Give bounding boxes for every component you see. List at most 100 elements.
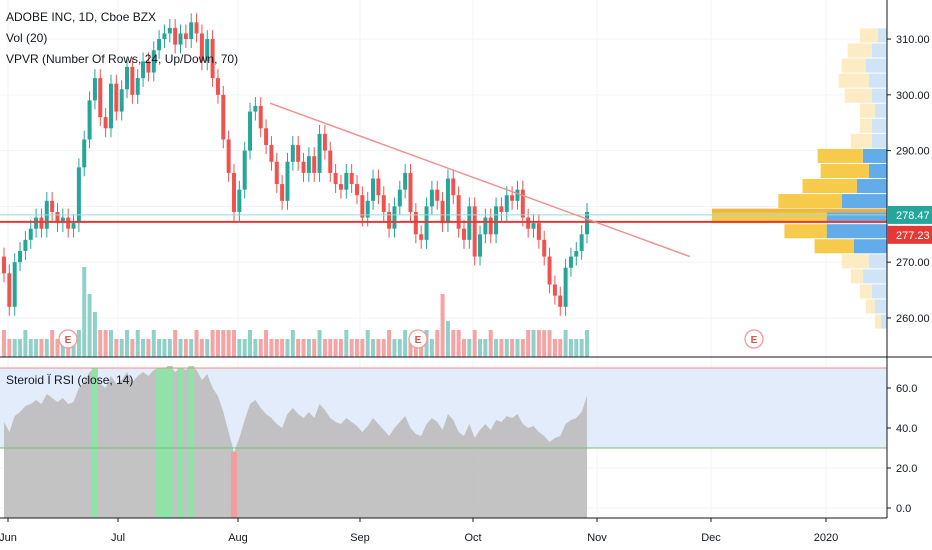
volume-bar (280, 339, 285, 357)
legend-vpvr[interactable]: VPVR (Number Of Rows, 24, Up/Down, 70) (6, 52, 239, 66)
candle-body (23, 239, 28, 252)
volume-bar (98, 330, 103, 357)
volume-bar (435, 330, 440, 357)
vp-down-bar (859, 28, 878, 43)
rsi-overbought-bar (166, 366, 173, 518)
vp-down-bar (850, 133, 872, 148)
vp-down-bar (859, 103, 875, 118)
candle-body (151, 50, 156, 73)
volume-bar (451, 330, 456, 357)
time-tick-label: Sep (350, 532, 370, 544)
candle-body (461, 228, 466, 240)
rsi-tick-label: 60.0 (896, 383, 917, 395)
price-tick-label: 310.00 (896, 34, 930, 46)
vp-up-bar (826, 224, 887, 239)
candle-body (189, 22, 194, 40)
candle-body (18, 251, 23, 263)
candle-body (290, 145, 295, 162)
vp-up-bar (871, 88, 887, 103)
volume-bar (510, 339, 515, 357)
rsi-tick-label: 40.0 (896, 423, 917, 435)
candle-body (183, 33, 188, 40)
time-tick-label: Dec (701, 532, 721, 544)
volume-bar (18, 339, 23, 357)
candle-body (387, 211, 392, 229)
last-price-tag (887, 205, 932, 224)
candle-body (355, 184, 360, 196)
volume-bar (248, 330, 253, 357)
vp-down-bar (850, 269, 863, 284)
vp-down-bar (847, 43, 872, 58)
vp-down-bar (841, 254, 869, 269)
volume-bar (82, 267, 87, 357)
last-price-label: 278.47 (896, 210, 930, 222)
volume-bar (34, 339, 39, 357)
candle-body (178, 33, 183, 45)
volume-bar (258, 339, 263, 357)
earnings-marker-label: E (65, 335, 72, 346)
volume-bar (445, 321, 450, 357)
candle-body (536, 223, 541, 240)
volume-bar (269, 339, 274, 357)
price-tick-label: 290.00 (896, 146, 930, 158)
candle-body (568, 256, 573, 268)
price-tick-label: 270.00 (896, 257, 930, 269)
candle-body (419, 234, 424, 240)
candle-body (371, 178, 376, 201)
volume-bar (141, 339, 146, 357)
volume-bar (499, 339, 504, 357)
vp-up-bar (826, 209, 887, 224)
candle-body (494, 206, 499, 235)
volume-bar (365, 330, 370, 357)
volume-bar (167, 339, 172, 357)
candle-body (274, 161, 279, 185)
candle-body (76, 167, 81, 224)
volume-bar (39, 339, 44, 357)
legend-volume[interactable]: Vol (20) (6, 31, 48, 45)
legend-title[interactable]: ADOBE INC, 1D, Cboe BZX (6, 10, 157, 24)
horizontal-level-tag (887, 225, 932, 244)
vp-down-bar (859, 284, 872, 299)
volume-bar (392, 339, 397, 357)
time-tick-label: Aug (228, 532, 248, 544)
candle-body (269, 145, 274, 162)
candle-body (547, 256, 552, 285)
volume-bar (157, 339, 162, 357)
candle-body (504, 195, 509, 212)
candle-body (55, 211, 60, 224)
volume-bar (125, 330, 130, 357)
volume-bar (472, 330, 477, 357)
candle-body (344, 172, 349, 190)
legend-rsi[interactable]: Steroid Ï RSI (close, 14) (6, 373, 134, 387)
volume-bar (60, 339, 65, 357)
volume-bar (151, 330, 156, 357)
candle-body (301, 161, 306, 173)
candle-body (360, 195, 365, 218)
time-tick-label: 2020 (814, 532, 838, 544)
volume-bar (87, 294, 92, 357)
volume-bar (7, 339, 12, 357)
volume-bar (301, 339, 306, 357)
candle-body (542, 239, 547, 257)
volume-bar (71, 339, 76, 357)
volume-bar (12, 339, 17, 357)
candle-body (103, 117, 108, 129)
vp-down-bar (802, 179, 857, 194)
volume-bar (536, 330, 541, 357)
rsi-overbought-bar (161, 368, 168, 518)
candle-body (510, 195, 515, 201)
candle-body (515, 189, 520, 201)
candle-body (108, 83, 113, 129)
volume-bar (349, 339, 354, 357)
vp-down-bar (874, 314, 881, 329)
candle-body (499, 206, 504, 212)
volume-bar (547, 330, 552, 357)
vp-up-bar (841, 194, 887, 209)
volume-bar (274, 339, 279, 357)
candle-body (82, 139, 87, 168)
candle-body (248, 111, 253, 151)
volume-bar (494, 339, 499, 357)
volume-bar (467, 339, 472, 357)
volume-bar (478, 339, 483, 357)
volume-bar (424, 330, 429, 357)
